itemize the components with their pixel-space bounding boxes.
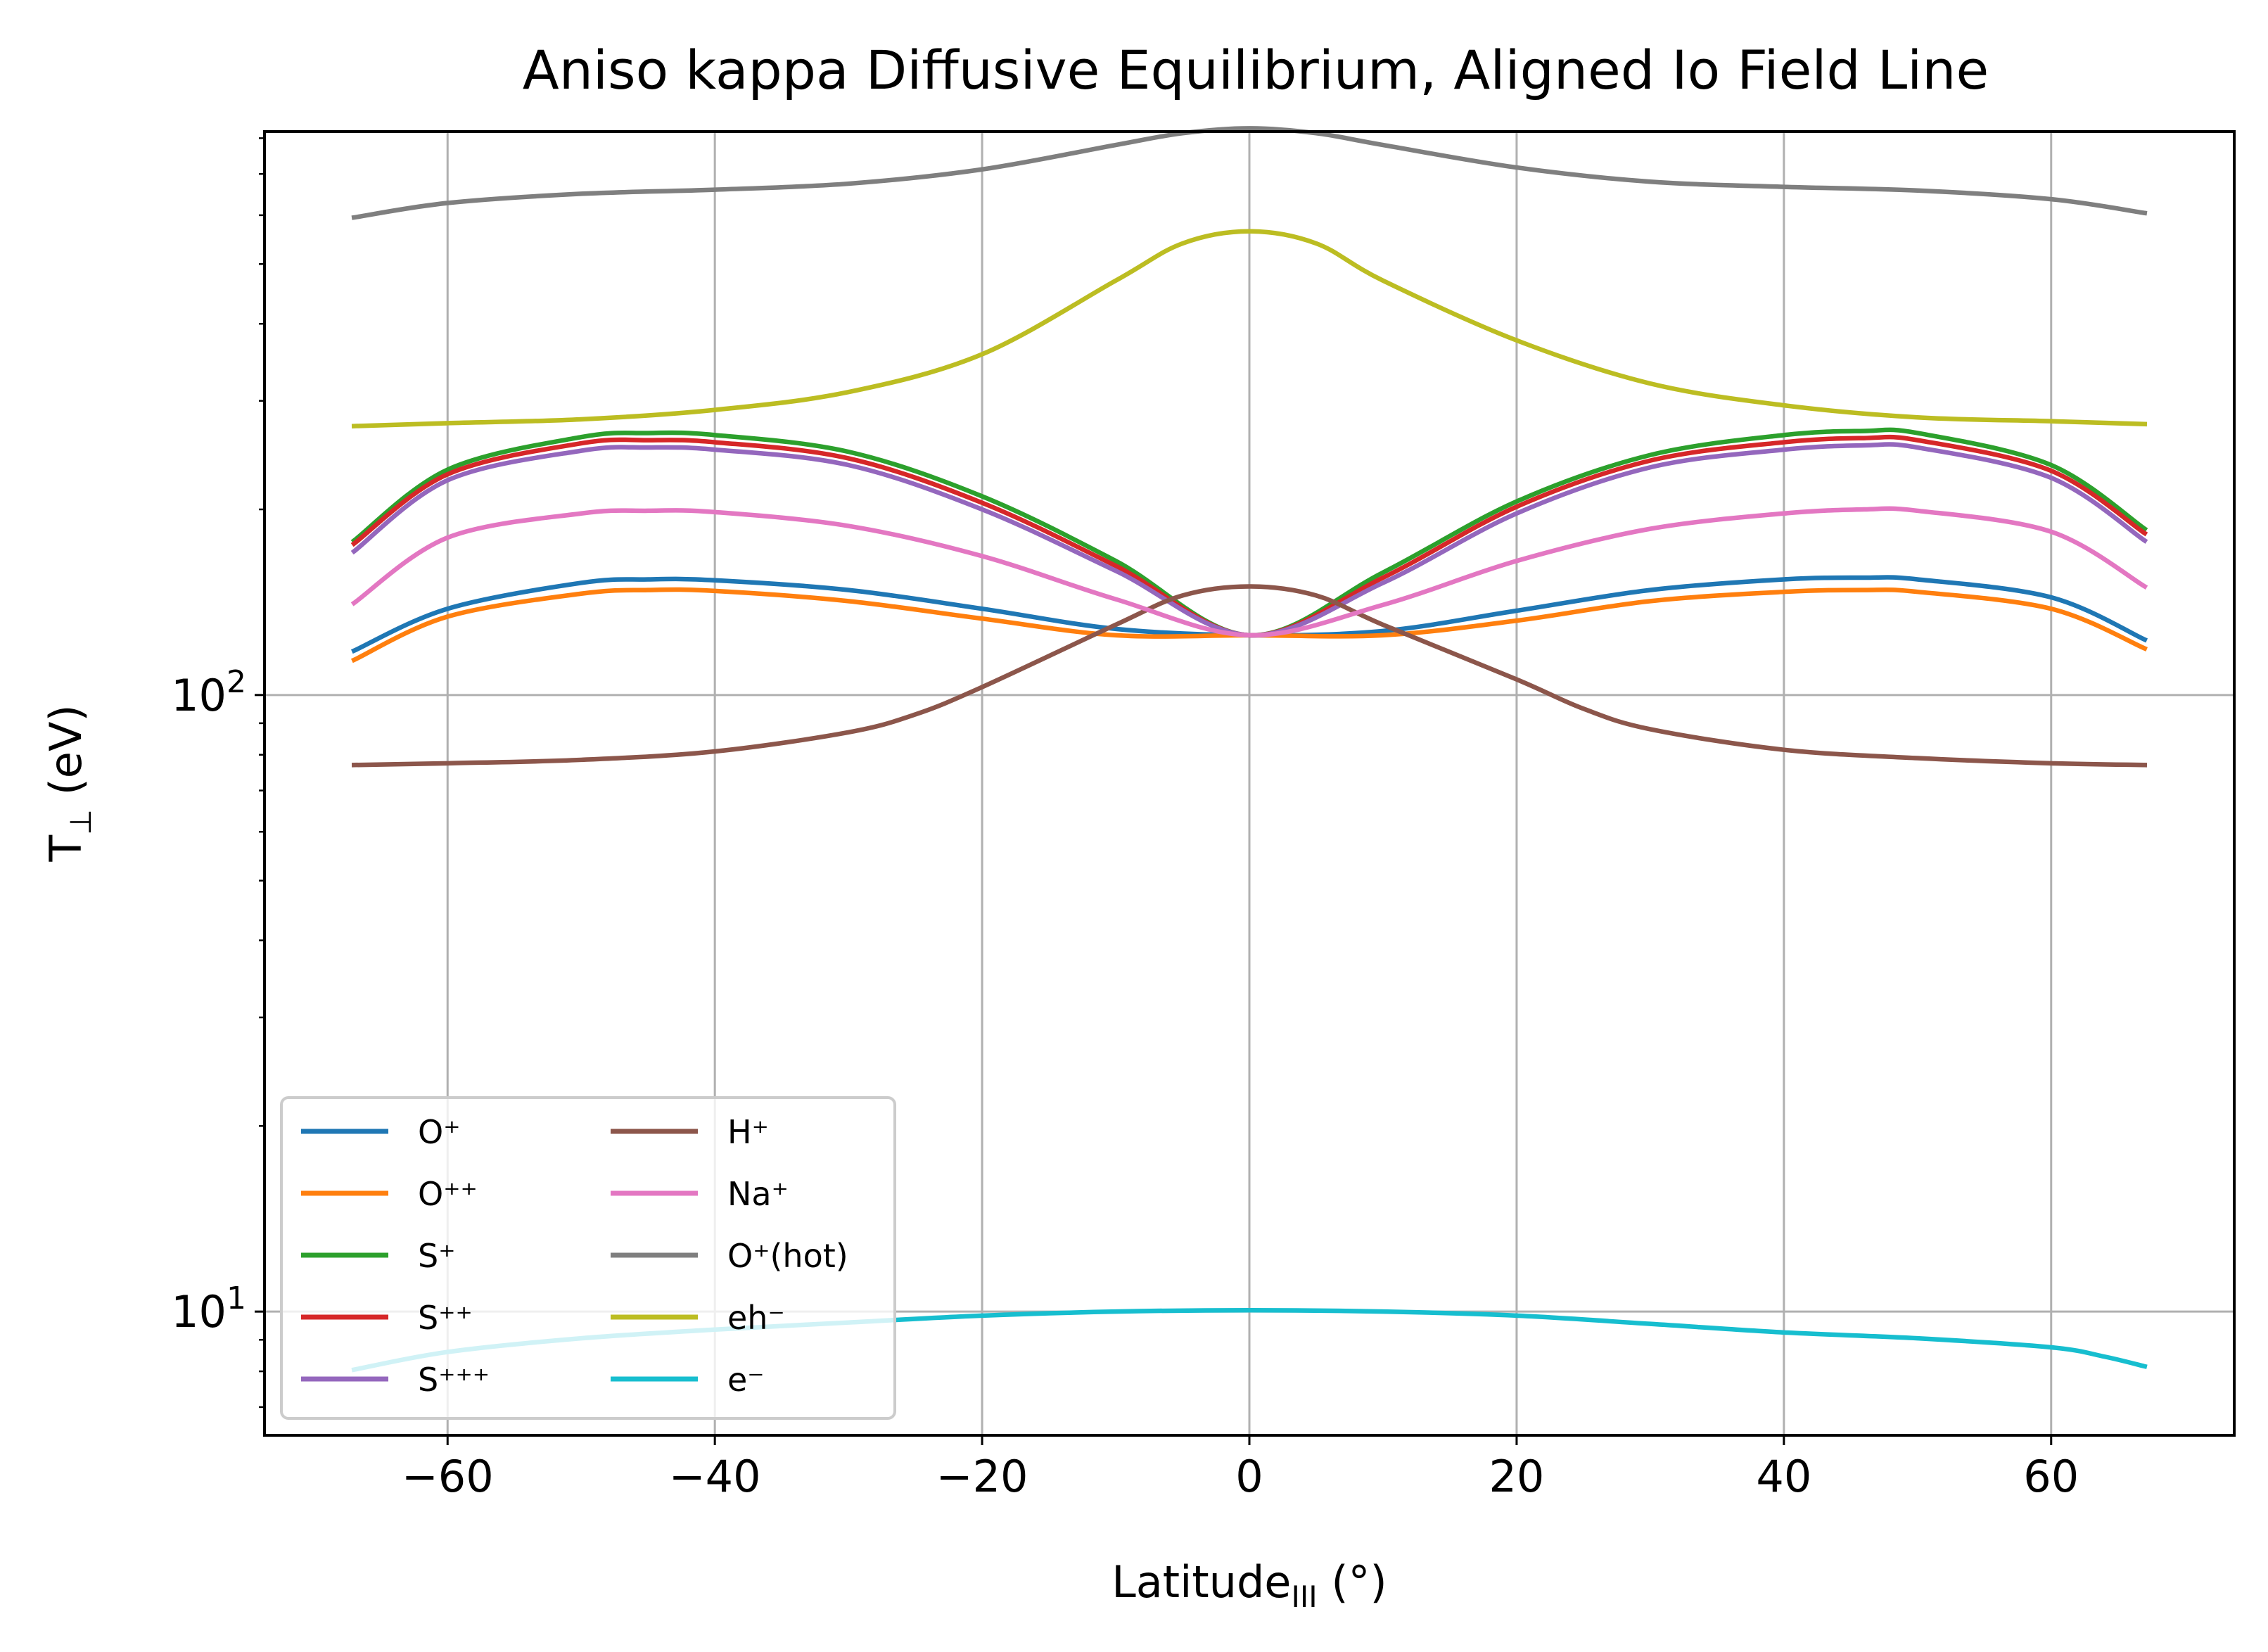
legend-label-oplus: O⁺ xyxy=(418,1113,461,1151)
x-tick-label: 60 xyxy=(2023,1451,2079,1502)
legend-label-hplus: H⁺ xyxy=(727,1113,769,1151)
legend-label-ehminus: eh⁻ xyxy=(727,1299,785,1337)
legend-label-splusplusplus: S⁺⁺⁺ xyxy=(418,1361,490,1399)
x-tick-label: −20 xyxy=(936,1451,1028,1502)
legend-box xyxy=(280,1096,896,1420)
legend-label-oplusplus: O⁺⁺ xyxy=(418,1175,478,1213)
y-tick-label: 102 xyxy=(171,664,246,721)
legend-label-eminus: e⁻ xyxy=(727,1361,765,1399)
x-axis-label: LatitudeIII (°) xyxy=(1111,1556,1387,1614)
y-tick-label: 101 xyxy=(171,1281,246,1338)
x-tick-label: −40 xyxy=(669,1451,761,1502)
y-axis-label: T⊥ (eV) xyxy=(40,704,98,862)
legend-label-oplus-hot: O⁺(hot) xyxy=(727,1237,848,1275)
x-tick-label: 20 xyxy=(1489,1451,1544,1502)
x-tick-label: 0 xyxy=(1235,1451,1263,1502)
series-line-oplus-hot xyxy=(351,126,2148,220)
legend-label-splus: S⁺ xyxy=(418,1237,455,1275)
x-tick-label: 40 xyxy=(1756,1451,1811,1502)
legend-label-splusplus: S⁺⁺ xyxy=(418,1299,473,1337)
chart-title: Aniso kappa Diffusive Equilibrium, Align… xyxy=(523,39,1989,101)
x-tick-label: −60 xyxy=(402,1451,494,1502)
series-line-hplus xyxy=(351,584,2148,768)
series-line-naplus xyxy=(350,506,2148,638)
legend-label-naplus: Na⁺ xyxy=(727,1175,789,1213)
legend: O⁺ O⁺⁺ S⁺ S⁺⁺ S⁺⁺⁺ H⁺ Na⁺ O⁺(hot) eh⁻ e⁻ xyxy=(280,1096,896,1420)
plot-series xyxy=(350,126,2148,1373)
series-line-ehminus xyxy=(351,229,2148,428)
axis-ticks: −60 −40 −20 0 20 40 60 101 102 xyxy=(171,137,2079,1502)
